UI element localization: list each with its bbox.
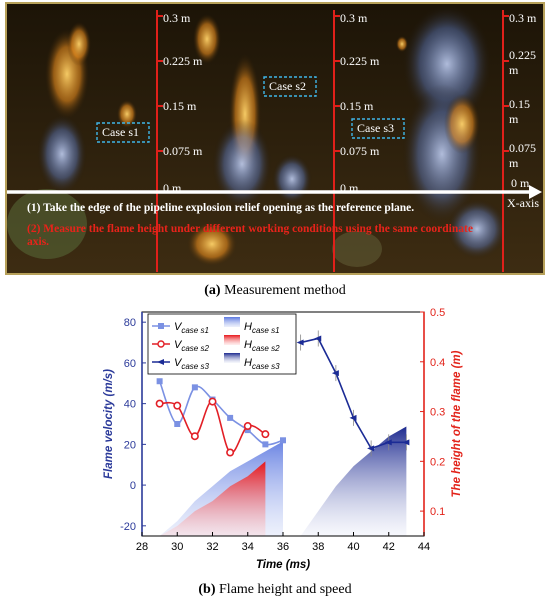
point-s3 [384,439,392,446]
case-label-s3: Case s3 [357,121,394,135]
x-axis-label: X-axis [507,196,539,210]
y-left-tick-label: 80 [124,317,136,329]
point-s1 [262,441,269,448]
x-tick-label: 32 [206,541,218,553]
photo-drawing: 0.3 m 0.225 m 0.15 m 0.075 m 0 m 0.3 m 0… [7,4,543,273]
scale-label: 0.225 [509,48,536,62]
y-right-tick-label: 0.4 [430,357,445,369]
scale-label: m [509,63,519,77]
x-tick-label: 36 [277,541,289,553]
scale-label: m [509,156,519,170]
legend-swatch-h1 [224,317,240,327]
y-right-tick-label: 0.2 [430,456,445,468]
area-height-s2 [159,461,266,536]
x-tick-label: 42 [383,541,395,553]
point-s1 [156,378,163,385]
y-left-tick-label: 0 [130,480,136,492]
caption-b-text: Flame height and speed [215,582,352,597]
y-right-tick-label: 0.3 [430,407,445,419]
x-tick-label: 30 [171,541,183,553]
point-s3 [331,370,339,377]
x-axis-title: Time (ms) [256,559,310,571]
scale-label: 0 m [511,176,530,190]
x-tick-label: 34 [242,541,254,553]
legend-marker-s3 [157,359,164,365]
caption-b-label: (b) [198,582,216,597]
point-s1 [191,384,198,391]
scale-label: 0.075 [509,141,536,155]
point-s3 [402,439,410,446]
legend-label-height-s1: Hcase s1 [244,321,280,335]
measurement-photo: 0.3 m 0.225 m 0.15 m 0.075 m 0 m 0.3 m 0… [5,2,545,275]
note-2-line1: (2) Measure the flame height under diffe… [27,223,473,235]
y-left-tick-label: 20 [124,439,136,451]
legend-label-height-s2: Hcase s2 [244,339,280,353]
scale-label: 0.075 m [340,144,380,158]
point-s2 [261,430,270,439]
caption-a-label: (a) [204,283,221,298]
point-s1 [227,414,234,421]
case-label-s2: Case s2 [269,79,306,93]
caption-b: (b) Flame height and speed [0,582,550,598]
point-s3 [314,335,322,342]
scale-label: 0.15 [509,97,530,111]
legend-box [147,313,297,375]
caption-a: (a) Measurement method [0,283,550,299]
y-left-tick-label: 40 [124,399,136,411]
scale-label: 0.15 m [340,99,374,113]
scale-label: 0.225 m [163,54,203,68]
flame-chart: 28 30 32 34 36 38 40 42 44 -20 0 20 40 60 80 0.1 0.2 0.3 0… [103,307,463,571]
legend-label-height-s3: Hcase s3 [244,357,280,371]
point-s1 [174,421,181,427]
point-s2 [155,399,164,408]
scale-label: 0.225 m [340,54,380,68]
legend-label-velocity-s2: Vcase s2 [174,339,209,353]
y-right-tick-label: 0.5 [430,307,445,319]
x-tick-label: 44 [418,541,430,553]
scale-label: 0.3 m [509,11,537,25]
legend-label-velocity-s1: Vcase s1 [174,321,209,335]
legend-swatch-h2 [224,335,240,345]
scale-label: 0 m [163,181,182,195]
point-s2 [226,448,235,457]
scale-label: 0 m [340,181,359,195]
point-s2 [208,397,217,406]
y-left-axis-title: Flame velocity (m/s) [103,369,115,479]
x-tick-label: 28 [136,541,148,553]
point-s3 [296,339,304,346]
caption-a-text: Measurement method [220,283,346,298]
scale-label: m [509,112,519,126]
point-s2 [243,422,252,431]
velocity-line-s3 [300,337,407,450]
scale-label: 0.075 m [163,144,203,158]
point-s3 [367,445,375,452]
y-left-tick-label: -20 [120,521,136,533]
legend-label-velocity-s3: Vcase s3 [174,357,209,371]
point-s3 [349,414,357,421]
x-tick-label: 40 [347,541,359,553]
point-s2 [173,401,182,410]
note-2-line2: axis. [27,236,49,248]
note-1: (1) Take the edge of the pipeline explos… [27,202,414,214]
x-tick-label: 38 [312,541,324,553]
point-s2 [190,432,199,441]
case-label-s1: Case s1 [102,125,139,139]
legend-marker-s1 [158,323,164,329]
legend-marker-s2 [157,340,165,348]
point-s1 [280,437,286,444]
scale-label: 0.15 m [163,99,197,113]
scale-label: 0.3 m [163,11,191,25]
area-height-s3 [300,426,407,536]
point-s1 [244,427,251,434]
y-left-tick-label: 60 [124,358,136,370]
scale-label: 0.3 m [340,11,368,25]
y-right-tick-label: 0.1 [430,506,445,518]
legend-swatch-h3 [224,353,240,363]
y-right-axis-title: The height of the flame (m) [451,350,463,497]
